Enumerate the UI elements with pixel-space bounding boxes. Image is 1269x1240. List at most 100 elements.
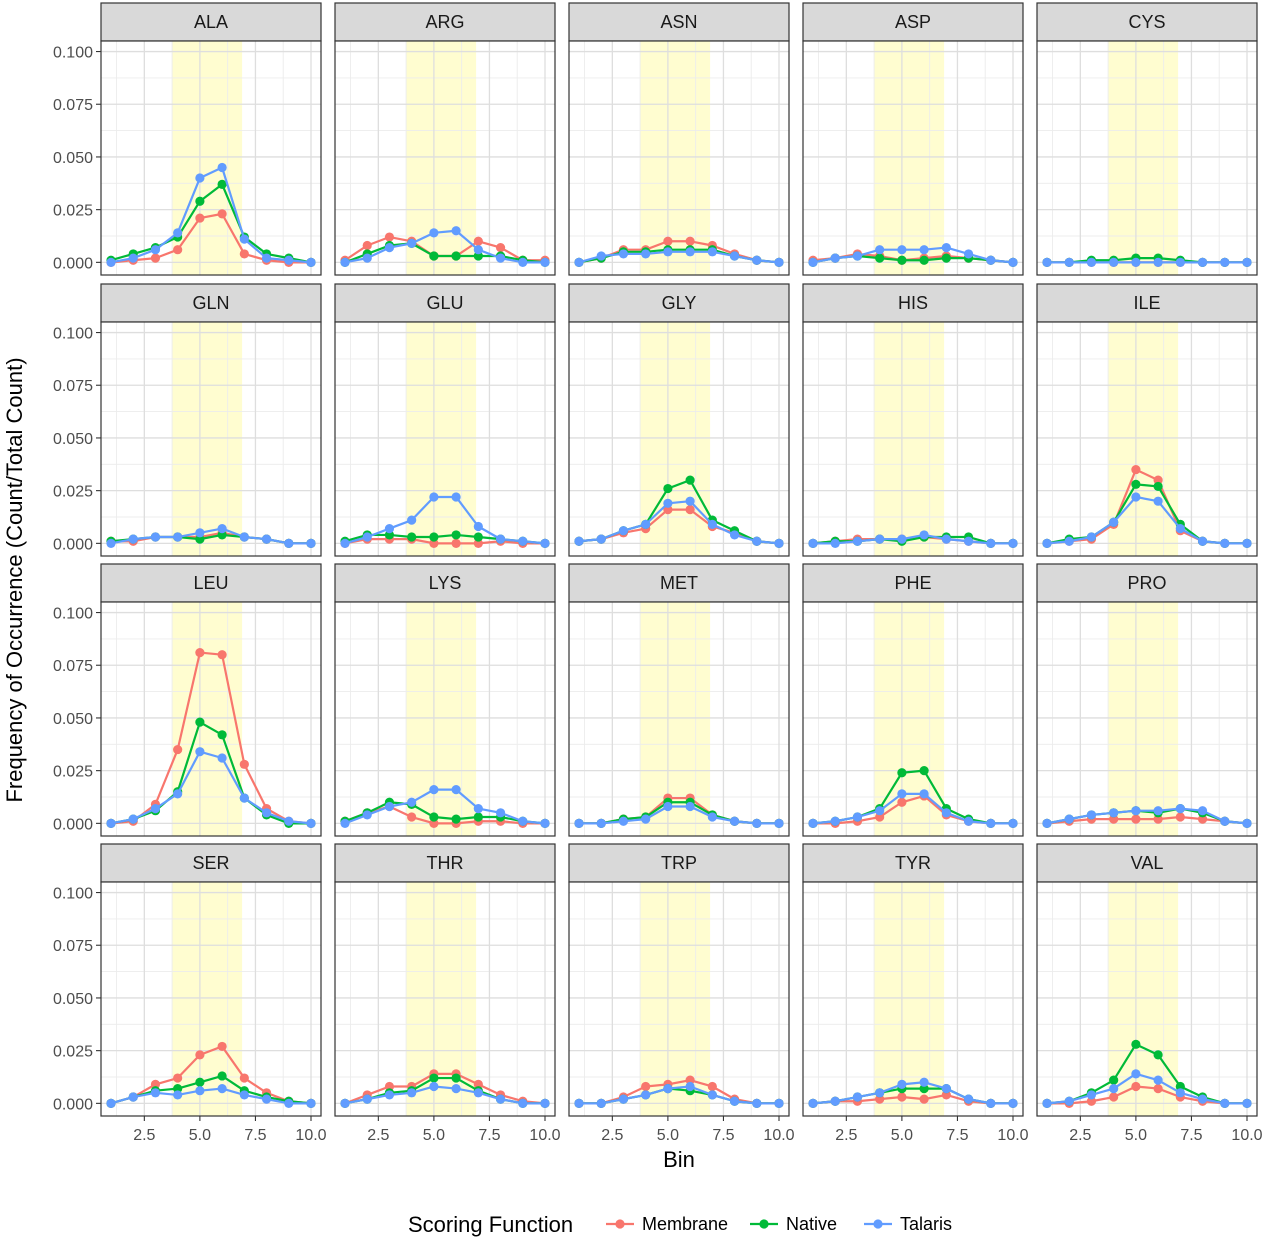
data-point-native bbox=[1175, 1081, 1185, 1092]
panel-border bbox=[1036, 321, 1258, 557]
y-tick-label: 0.075 bbox=[53, 938, 93, 955]
data-point-membrane bbox=[663, 505, 673, 515]
data-point-membrane bbox=[663, 236, 673, 246]
facet-panel-met: MET bbox=[568, 563, 790, 837]
data-point-talaris bbox=[1086, 257, 1097, 267]
facet-strip bbox=[1036, 563, 1258, 603]
data-point-talaris bbox=[1008, 818, 1018, 828]
data-point-talaris bbox=[752, 255, 762, 265]
data-point-talaris bbox=[875, 806, 885, 816]
data-point-membrane bbox=[1109, 1092, 1119, 1102]
data-point-talaris bbox=[495, 1094, 506, 1104]
data-point-talaris bbox=[1008, 1098, 1018, 1108]
data-point-talaris bbox=[1153, 806, 1163, 816]
data-point-membrane bbox=[473, 236, 483, 246]
facet-strip bbox=[334, 843, 556, 883]
data-point-talaris bbox=[195, 747, 205, 757]
highlight-band bbox=[1108, 882, 1179, 1116]
facet-strip bbox=[568, 283, 790, 323]
y-tick-label: 0.075 bbox=[53, 378, 93, 395]
data-point-native bbox=[195, 534, 205, 544]
data-point-talaris bbox=[306, 538, 316, 548]
facet-strip bbox=[802, 2, 1024, 42]
data-point-talaris bbox=[641, 519, 651, 529]
data-point-native bbox=[429, 812, 439, 822]
data-point-talaris bbox=[1109, 517, 1119, 527]
data-point-talaris bbox=[518, 816, 528, 826]
panel-border bbox=[100, 40, 322, 276]
data-point-talaris bbox=[1175, 523, 1185, 534]
y-tick-label: 0.050 bbox=[53, 431, 93, 448]
data-point-talaris bbox=[261, 1094, 272, 1104]
data-point-membrane bbox=[1197, 814, 1208, 824]
series-line-talaris bbox=[578, 250, 780, 264]
highlight-band bbox=[874, 882, 945, 1116]
data-point-talaris bbox=[340, 538, 350, 548]
highlight-band bbox=[172, 602, 243, 836]
data-point-talaris bbox=[663, 498, 673, 508]
data-point-membrane bbox=[685, 236, 695, 246]
data-point-talaris bbox=[306, 818, 316, 828]
data-point-membrane bbox=[1109, 814, 1119, 824]
facet-panel-cys: CYS bbox=[1036, 2, 1258, 276]
series-line-talaris bbox=[812, 246, 1014, 264]
series-line-native bbox=[344, 801, 546, 825]
data-point-talaris bbox=[150, 803, 161, 814]
data-point-talaris bbox=[1042, 818, 1052, 828]
data-point-talaris bbox=[919, 789, 929, 799]
data-point-talaris bbox=[808, 818, 818, 828]
series-line-talaris bbox=[813, 533, 1013, 545]
data-point-native bbox=[195, 717, 205, 727]
data-point-native bbox=[429, 251, 439, 261]
data-point-talaris bbox=[239, 793, 249, 803]
data-point-talaris bbox=[574, 536, 584, 546]
facet-strip-label: GLN bbox=[192, 293, 229, 313]
data-point-talaris bbox=[128, 534, 138, 544]
panel-border bbox=[568, 40, 790, 276]
series-line-membrane bbox=[344, 538, 545, 545]
facet-panel-ile: ILE bbox=[1036, 283, 1258, 557]
data-point-talaris bbox=[963, 816, 974, 826]
data-point-talaris bbox=[495, 534, 506, 544]
data-point-talaris bbox=[518, 536, 528, 546]
data-point-native bbox=[897, 255, 907, 265]
y-axis-title: Frequency of Occurrence (Count/Total Cou… bbox=[2, 357, 27, 802]
data-point-membrane bbox=[1131, 464, 1141, 475]
data-point-talaris bbox=[1153, 1075, 1163, 1085]
facet-strip-label: PHE bbox=[894, 573, 931, 593]
data-point-talaris bbox=[1242, 1098, 1252, 1108]
data-point-membrane bbox=[384, 1081, 395, 1092]
facet-panel-leu: LEU 0.000 0.025 0.050 0.075 0.100 bbox=[53, 563, 322, 837]
facet-strip bbox=[1036, 2, 1258, 42]
data-point-talaris bbox=[596, 251, 606, 261]
data-point-talaris bbox=[729, 530, 740, 540]
data-point-native bbox=[473, 532, 483, 542]
data-point-talaris bbox=[173, 1090, 183, 1100]
data-point-talaris bbox=[963, 1094, 974, 1104]
highlight-band bbox=[406, 322, 477, 556]
data-point-membrane bbox=[239, 249, 249, 259]
data-point-membrane bbox=[919, 1094, 929, 1104]
data-point-native bbox=[941, 253, 951, 263]
series-line-talaris bbox=[812, 792, 1013, 825]
data-point-talaris bbox=[495, 253, 506, 263]
data-point-membrane bbox=[1153, 1083, 1163, 1094]
data-point-native bbox=[685, 475, 695, 485]
data-point-membrane bbox=[641, 1081, 651, 1092]
data-point-native bbox=[451, 530, 461, 540]
data-point-talaris bbox=[128, 814, 138, 824]
data-point-talaris bbox=[685, 801, 695, 812]
data-point-talaris bbox=[261, 808, 272, 818]
data-point-talaris bbox=[685, 1081, 695, 1092]
data-point-talaris bbox=[641, 249, 651, 259]
data-point-native bbox=[1153, 481, 1163, 492]
y-tick-label: 0.050 bbox=[53, 991, 93, 1008]
data-point-talaris bbox=[150, 532, 161, 542]
data-point-talaris bbox=[106, 1098, 116, 1108]
highlight-band bbox=[640, 41, 711, 275]
facet-panel-tyr: TYR 2.5 5.0 7.5 10.0 bbox=[802, 843, 1029, 1144]
data-point-membrane bbox=[429, 538, 439, 548]
data-point-native bbox=[1109, 1075, 1119, 1085]
data-point-talaris bbox=[540, 257, 550, 267]
data-point-talaris bbox=[574, 818, 584, 828]
